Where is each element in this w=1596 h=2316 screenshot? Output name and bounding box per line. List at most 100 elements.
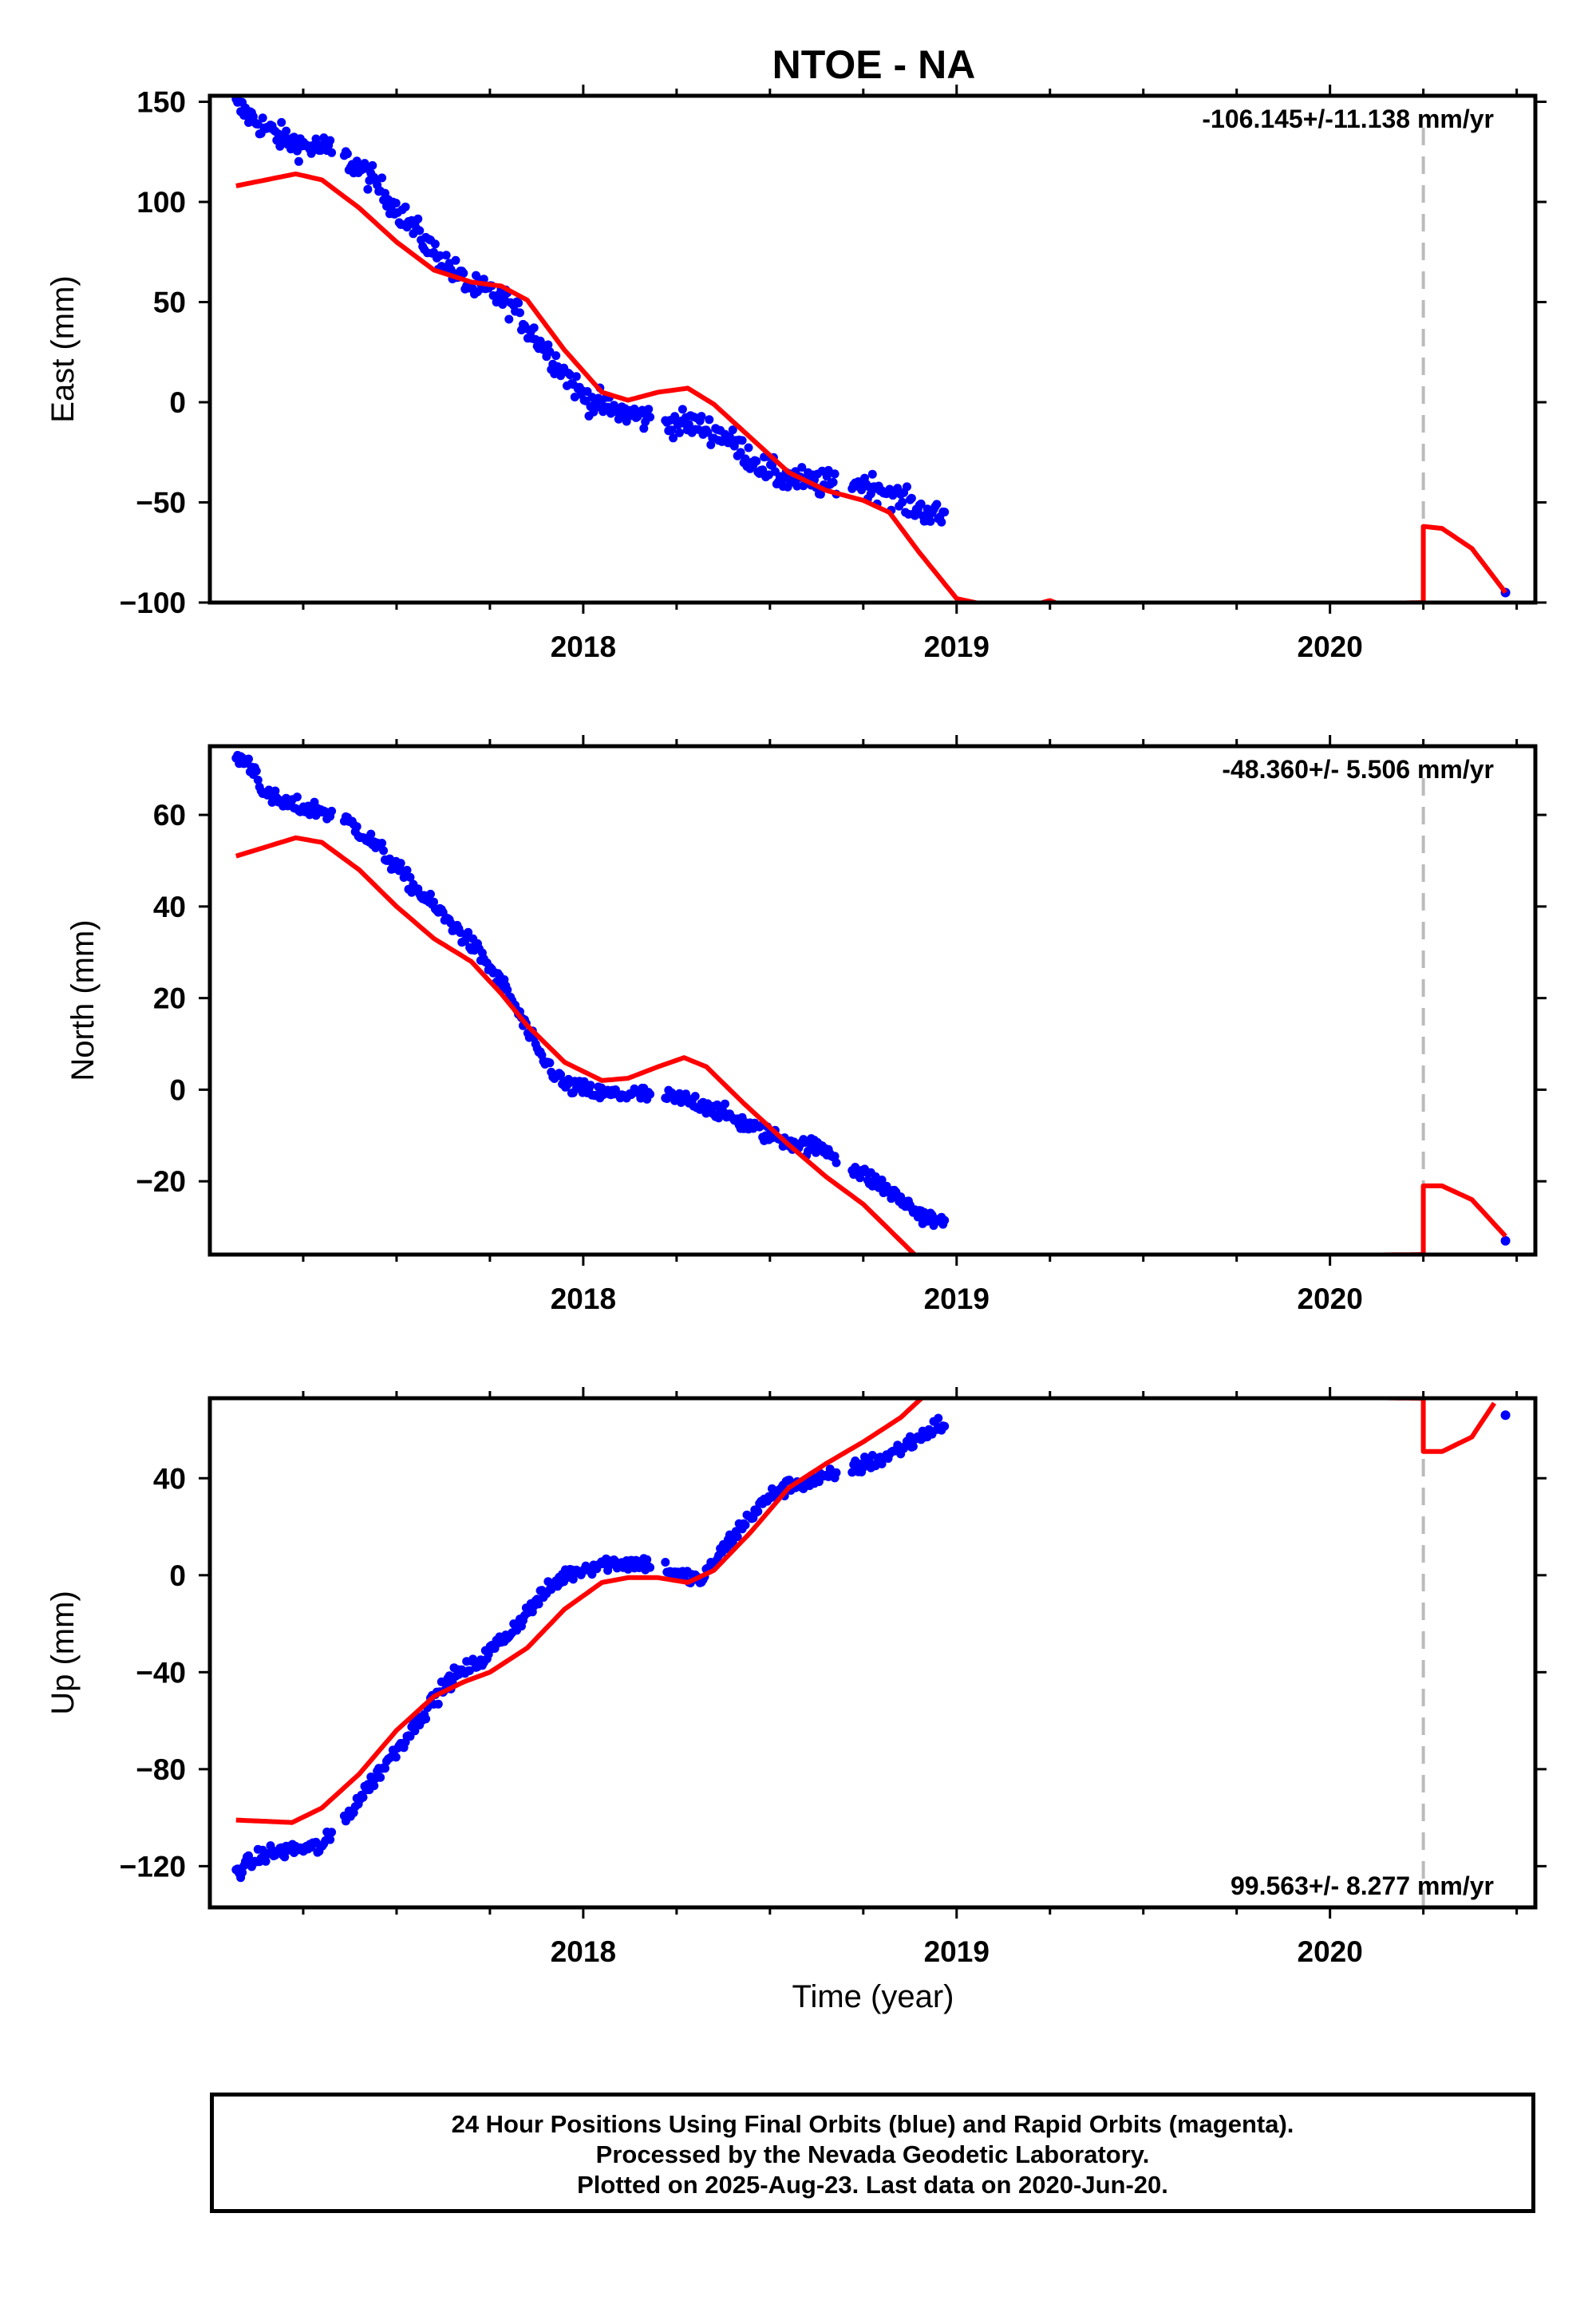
data-point bbox=[251, 766, 261, 776]
x-tick-label: 2020 bbox=[1298, 630, 1363, 663]
data-point bbox=[934, 1413, 943, 1423]
data-point bbox=[551, 351, 561, 361]
data-point bbox=[830, 1152, 839, 1161]
y-tick-label: −40 bbox=[136, 1656, 186, 1689]
y-axis-label: North (mm) bbox=[65, 919, 101, 1081]
y-tick-label: 60 bbox=[153, 799, 186, 832]
data-point bbox=[280, 1852, 290, 1862]
panel-frame bbox=[207, 744, 1538, 1257]
data-point bbox=[342, 149, 352, 159]
chart-title: NTOE - NA bbox=[772, 42, 976, 87]
data-point bbox=[377, 173, 387, 183]
data-point bbox=[622, 417, 631, 426]
y-axis-label: Up (mm) bbox=[45, 1591, 81, 1715]
y-tick-label: −80 bbox=[136, 1753, 186, 1786]
data-point bbox=[678, 405, 687, 414]
model-curve bbox=[1420, 1183, 1507, 1255]
y-tick-label: 40 bbox=[153, 891, 186, 923]
data-point bbox=[592, 402, 602, 412]
data-point bbox=[937, 517, 946, 527]
data-point bbox=[940, 508, 950, 517]
data-point bbox=[244, 118, 253, 127]
data-point bbox=[451, 255, 460, 265]
data-point bbox=[736, 448, 745, 457]
data-point bbox=[706, 440, 716, 449]
data-point bbox=[277, 117, 286, 127]
data-point bbox=[908, 1442, 918, 1451]
data-point bbox=[516, 308, 524, 318]
y-tick-label: −100 bbox=[120, 587, 186, 619]
data-point bbox=[405, 872, 415, 882]
data-point bbox=[705, 415, 714, 425]
data-point bbox=[758, 465, 768, 475]
data-point bbox=[435, 251, 444, 260]
data-point bbox=[464, 927, 473, 937]
data-point bbox=[714, 1113, 724, 1123]
y-tick-label: 0 bbox=[169, 1559, 186, 1592]
footer-line-2: Processed by the Nevada Geodetic Laborat… bbox=[595, 2140, 1150, 2168]
observation-points bbox=[231, 96, 1511, 598]
data-point bbox=[369, 1781, 379, 1791]
data-point bbox=[545, 347, 555, 357]
data-point bbox=[430, 239, 440, 249]
data-point bbox=[571, 372, 581, 381]
y-tick-label: 50 bbox=[153, 287, 186, 319]
panel-frame bbox=[207, 93, 1538, 605]
data-point bbox=[916, 499, 926, 508]
x-tick-label: 2020 bbox=[1298, 1935, 1363, 1968]
data-point bbox=[733, 1532, 742, 1541]
data-point bbox=[737, 436, 747, 445]
x-axis-label: Time (year) bbox=[792, 1979, 954, 2014]
data-point bbox=[271, 786, 280, 796]
y-tick-label: −120 bbox=[120, 1850, 186, 1883]
data-point bbox=[644, 405, 654, 414]
data-point bbox=[327, 806, 337, 816]
data-point bbox=[514, 298, 523, 308]
data-point bbox=[456, 928, 465, 938]
data-point bbox=[244, 754, 253, 764]
data-point bbox=[292, 792, 302, 802]
data-point bbox=[784, 1476, 794, 1484]
x-tick-label: 2019 bbox=[924, 1282, 990, 1315]
observation-points bbox=[231, 1410, 1511, 1883]
data-point bbox=[797, 463, 807, 472]
data-point bbox=[932, 500, 942, 509]
data-point bbox=[832, 1158, 841, 1168]
data-point bbox=[376, 1773, 385, 1782]
data-point bbox=[721, 1099, 729, 1109]
data-point bbox=[642, 1555, 652, 1564]
data-point bbox=[391, 199, 401, 207]
data-point bbox=[898, 497, 907, 507]
data-point bbox=[799, 481, 808, 491]
data-point bbox=[311, 134, 321, 144]
data-point bbox=[646, 1089, 655, 1099]
data-point bbox=[402, 865, 412, 875]
data-point bbox=[529, 323, 539, 333]
data-point bbox=[877, 1176, 887, 1184]
up-panel: 2018 2019 2020 −120 −80 −40 0 40 Up (mm) 99.563+/… bbox=[45, 1387, 1547, 1968]
data-point bbox=[415, 226, 425, 235]
data-point bbox=[484, 1650, 493, 1659]
y-tick-label: 0 bbox=[169, 386, 186, 419]
velocity-label: -106.145+/-11.138 mm/yr bbox=[1202, 105, 1494, 133]
data-point bbox=[697, 412, 706, 421]
data-point bbox=[690, 1092, 700, 1101]
model-curve bbox=[1420, 524, 1507, 603]
data-point bbox=[504, 314, 514, 324]
data-point bbox=[433, 1699, 443, 1709]
data-point bbox=[667, 425, 677, 435]
data-point bbox=[413, 214, 423, 223]
data-point bbox=[379, 846, 389, 856]
observation-points bbox=[231, 750, 1511, 1246]
data-point bbox=[326, 136, 335, 145]
data-point bbox=[421, 1714, 431, 1724]
x-tick-label: 2018 bbox=[551, 630, 616, 663]
model-curve bbox=[235, 835, 1424, 1255]
data-point bbox=[253, 775, 263, 785]
data-point bbox=[646, 413, 655, 422]
data-point bbox=[903, 482, 911, 492]
data-point bbox=[586, 1081, 595, 1090]
data-point bbox=[238, 1867, 247, 1877]
east-panel: 2018 2019 2020 −100 −50 0 50 100 150 East (mm) -10… bbox=[45, 85, 1547, 663]
